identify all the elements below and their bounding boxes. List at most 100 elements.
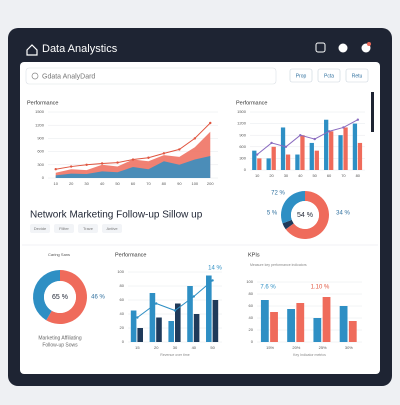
y-tick-label: 80	[120, 283, 125, 288]
tab[interactable]	[54, 224, 74, 233]
x-tick-label: 10	[54, 181, 59, 186]
donut-segment	[282, 219, 294, 230]
point	[131, 158, 135, 161]
tab[interactable]	[30, 224, 50, 233]
bar	[130, 310, 137, 342]
donut-segment	[46, 270, 88, 325]
x-tick-label: 60	[327, 173, 332, 178]
button[interactable]	[317, 68, 341, 83]
bar	[156, 317, 162, 342]
y-tick-label: 300	[239, 155, 246, 160]
x-tick-label: 10	[255, 173, 260, 178]
point	[209, 121, 212, 125]
x-tick-label: 50	[210, 345, 215, 350]
donut-segment	[281, 191, 305, 224]
bar	[257, 158, 262, 170]
search-bar[interactable]	[25, 67, 277, 85]
bar	[296, 303, 305, 342]
x-tick-label: 70	[146, 181, 151, 186]
x-tick-label: 30	[173, 345, 178, 350]
point	[299, 134, 302, 137]
point	[327, 130, 331, 133]
bar	[260, 300, 269, 342]
button[interactable]	[345, 68, 369, 83]
bar	[287, 309, 295, 342]
point	[116, 161, 119, 164]
donut-hole	[44, 281, 76, 313]
chart-title: Caring Sans	[48, 252, 70, 257]
y-tick-label: 20	[120, 325, 125, 330]
button-label: Retu	[352, 73, 363, 79]
y-tick-label: 600	[37, 149, 44, 154]
bar	[295, 154, 300, 170]
x-tick-label: 30	[84, 181, 89, 186]
bar	[324, 119, 329, 170]
bar	[212, 300, 219, 342]
y-tick-label: 1500	[237, 109, 247, 114]
bar	[357, 142, 363, 170]
point	[211, 279, 214, 282]
bar	[322, 297, 331, 342]
donut-segment	[285, 191, 330, 239]
bar	[266, 158, 271, 170]
point	[54, 168, 57, 171]
tab-label: Antive	[106, 226, 118, 231]
bar	[175, 303, 181, 342]
icon[interactable]	[315, 42, 326, 53]
x-tick-label: 200	[207, 181, 214, 186]
x-tick-label: 80	[162, 181, 167, 186]
home-icon[interactable]	[26, 44, 38, 56]
x-tick-label: 30	[284, 173, 289, 178]
y-tick-label: 900	[37, 135, 44, 140]
tab[interactable]	[102, 224, 122, 233]
bar	[252, 150, 257, 170]
annotation: 7.6 %	[260, 285, 276, 291]
chart-title: KPIs	[248, 252, 260, 258]
app-title: Data Analystics	[42, 43, 118, 55]
tab-label: Trave	[83, 226, 94, 231]
tab[interactable]	[78, 224, 98, 233]
annotation: 1.10 %	[311, 285, 330, 291]
bar	[193, 314, 200, 342]
bar	[206, 275, 212, 342]
point	[162, 152, 166, 155]
scrollbar[interactable]	[371, 92, 374, 132]
icon[interactable]	[338, 43, 348, 53]
y-tick-label: 100	[246, 279, 253, 284]
bar	[280, 127, 286, 170]
chart-footer: Key Indicator metrics	[293, 353, 326, 357]
x-tick-label: 15	[135, 345, 140, 350]
chart-title: Performance	[115, 252, 147, 258]
x-tick-label: 20%	[292, 345, 300, 350]
chart-title: Performance	[27, 100, 59, 106]
donut-center-label: 54 %	[297, 212, 313, 219]
bar	[137, 328, 143, 342]
button[interactable]	[289, 68, 313, 83]
y-tick-label: 1200	[35, 122, 45, 127]
y-tick-label: 40	[120, 311, 125, 316]
point	[85, 163, 88, 166]
bar	[285, 154, 291, 170]
section-title: Network Marketing Follow-up Sillow up	[30, 210, 203, 221]
x-tick-label: 25%	[319, 345, 327, 350]
search-icon	[31, 72, 39, 80]
x-tick-label: 15%	[266, 345, 274, 350]
x-tick-label: 90	[177, 181, 182, 186]
area	[55, 156, 211, 178]
value-label: 72 %	[271, 191, 285, 197]
donut-hole	[291, 201, 319, 229]
caption: Marketing Affiliating	[38, 335, 81, 341]
bar	[352, 123, 358, 170]
bar	[339, 306, 348, 342]
y-tick-label: 0	[244, 167, 247, 172]
bar	[149, 293, 156, 342]
bar	[300, 135, 305, 170]
y-tick-label: 0	[251, 339, 254, 344]
x-tick-label: 20	[269, 173, 274, 178]
bar	[309, 142, 314, 170]
x-tick-label: 40	[192, 345, 197, 350]
notification-dot	[367, 42, 371, 46]
bar	[313, 318, 322, 342]
y-tick-label: 20	[249, 327, 254, 332]
